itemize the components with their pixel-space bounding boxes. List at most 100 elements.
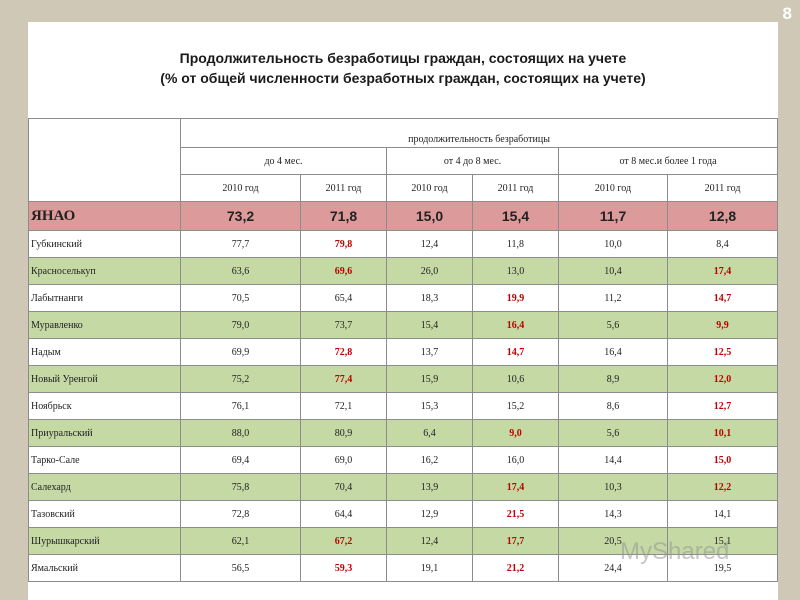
cell-value: 21,2: [472, 554, 559, 582]
cell-value: 15,4: [386, 311, 473, 339]
cell-value: 12,0: [666, 365, 779, 393]
cell-value: 11,2: [558, 284, 668, 312]
cell-value: 12,2: [666, 473, 779, 501]
cell-value: 10,4: [558, 257, 668, 285]
cell-value: 14,4: [558, 446, 668, 474]
cell-value: 15,0: [666, 446, 779, 474]
row-name: Ямальский: [28, 554, 181, 582]
cell-value: 10,0: [558, 230, 668, 258]
cell-value: 88,0: [180, 419, 301, 447]
cell-value: 72,1: [300, 392, 387, 420]
cell-value: 64,4: [300, 500, 387, 528]
cell-value: 6,4: [386, 419, 473, 447]
cell-value: 67,2: [300, 527, 387, 555]
cell-value: 72,8: [180, 500, 301, 528]
table-row: Салехард 75,8 70,4 13,9 17,4 10,3 12,2: [28, 473, 779, 501]
header-year: 2011 год: [472, 174, 559, 202]
header-year: 2011 год: [666, 174, 779, 202]
cell-value: 15,2: [472, 392, 559, 420]
title-line-1: Продолжительность безработицы граждан, с…: [179, 50, 627, 66]
cell-value: 16,4: [558, 338, 668, 366]
cell-value: 10,1: [666, 419, 779, 447]
table-row: Тазовский 72,8 64,4 12,9 21,5 14,3 14,1: [28, 500, 779, 528]
row-name: Красноселькуп: [28, 257, 181, 285]
row-name: Приуральский: [28, 419, 181, 447]
cell-value: 15,1: [666, 527, 779, 555]
table-row: Новый Уренгой 75,2 77,4 15,9 10,6 8,9 12,0: [28, 365, 779, 393]
row-name: Шурышкарский: [28, 527, 181, 555]
cell-value: 24,4: [558, 554, 668, 582]
header-row-periods: до 4 мес. от 4 до 8 мес. от 8 мес.и боле…: [29, 147, 779, 175]
cell-value: 76,1: [180, 392, 301, 420]
cell-value: 72,8: [300, 338, 387, 366]
cell-value: 11,7: [558, 201, 668, 231]
cell-value: 80,9: [300, 419, 387, 447]
header-row-years: 2010 год 2011 год 2010 год 2011 год 2010…: [29, 174, 779, 202]
table-row: Ноябрьск 76,1 72,1 15,3 15,2 8,6 12,7: [28, 392, 779, 420]
cell-value: 75,2: [180, 365, 301, 393]
cell-value: 12,5: [666, 338, 779, 366]
cell-value: 75,8: [180, 473, 301, 501]
cell-value: 62,1: [180, 527, 301, 555]
cell-value: 59,3: [300, 554, 387, 582]
cell-value: 16,2: [386, 446, 473, 474]
cell-value: 8,9: [558, 365, 668, 393]
title-line-2: (% от общей численности безработных граж…: [160, 70, 646, 86]
cell-value: 10,6: [472, 365, 559, 393]
row-name: Тазовский: [28, 500, 181, 528]
table-row: Приуральский 88,0 80,9 6,4 9,0 5,6 10,1: [28, 419, 779, 447]
cell-value: 5,6: [558, 311, 668, 339]
header-year: 2010 год: [558, 174, 668, 202]
cell-value: 14,3: [558, 500, 668, 528]
row-name: Ноябрьск: [28, 392, 181, 420]
cell-value: 69,4: [180, 446, 301, 474]
row-name: Губкинский: [28, 230, 181, 258]
row-name: Муравленко: [28, 311, 181, 339]
cell-value: 14,1: [666, 500, 779, 528]
cell-value: 77,7: [180, 230, 301, 258]
cell-value: 9,9: [666, 311, 779, 339]
header-year: 2010 год: [386, 174, 473, 202]
cell-value: 12,4: [386, 230, 473, 258]
cell-value: 15,9: [386, 365, 473, 393]
row-name: Надым: [28, 338, 181, 366]
table-row: Ямальский 56,5 59,3 19,1 21,2 24,4 19,5: [28, 554, 779, 582]
cell-value: 9,0: [472, 419, 559, 447]
cell-value: 69,0: [300, 446, 387, 474]
page-number: 8: [782, 4, 792, 23]
table-row: Лабытнанги 70,5 65,4 18,3 19,9 11,2 14,7: [28, 284, 779, 312]
cell-value: 8,6: [558, 392, 668, 420]
header-period: до 4 мес.: [180, 147, 387, 175]
cell-value: 73,2: [180, 201, 301, 231]
cell-value: 56,5: [180, 554, 301, 582]
cell-value: 17,4: [666, 257, 779, 285]
cell-value: 79,0: [180, 311, 301, 339]
row-name: ЯНАО: [28, 201, 181, 231]
row-name: Салехард: [28, 473, 181, 501]
cell-value: 13,7: [386, 338, 473, 366]
cell-value: 26,0: [386, 257, 473, 285]
cell-value: 10,3: [558, 473, 668, 501]
cell-value: 77,4: [300, 365, 387, 393]
cell-value: 16,4: [472, 311, 559, 339]
cell-value: 15,4: [472, 201, 559, 231]
cell-value: 69,9: [180, 338, 301, 366]
cell-value: 13,9: [386, 473, 473, 501]
table-row: Губкинский 77,7 79,8 12,4 11,8 10,0 8,4: [28, 230, 779, 258]
header-period: от 8 мес.и более 1 года: [557, 147, 779, 175]
cell-value: 65,4: [300, 284, 387, 312]
cell-value: 19,5: [666, 554, 779, 582]
cell-value: 5,6: [558, 419, 668, 447]
cell-value: 19,9: [472, 284, 559, 312]
row-name: Тарко-Сале: [28, 446, 181, 474]
cell-value: 14,7: [472, 338, 559, 366]
cell-value: 79,8: [300, 230, 387, 258]
cell-value: 69,6: [300, 257, 387, 285]
cell-value: 71,8: [300, 201, 387, 231]
cell-value: 15,3: [386, 392, 473, 420]
cell-value: 17,7: [472, 527, 559, 555]
table-row: Красноселькуп 63,6 69,6 26,0 13,0 10,4 17,4: [28, 257, 779, 285]
watermark-logo: MyShared: [620, 538, 730, 565]
slide-title: Продолжительность безработицы граждан, с…: [28, 48, 778, 88]
cell-value: 18,3: [386, 284, 473, 312]
